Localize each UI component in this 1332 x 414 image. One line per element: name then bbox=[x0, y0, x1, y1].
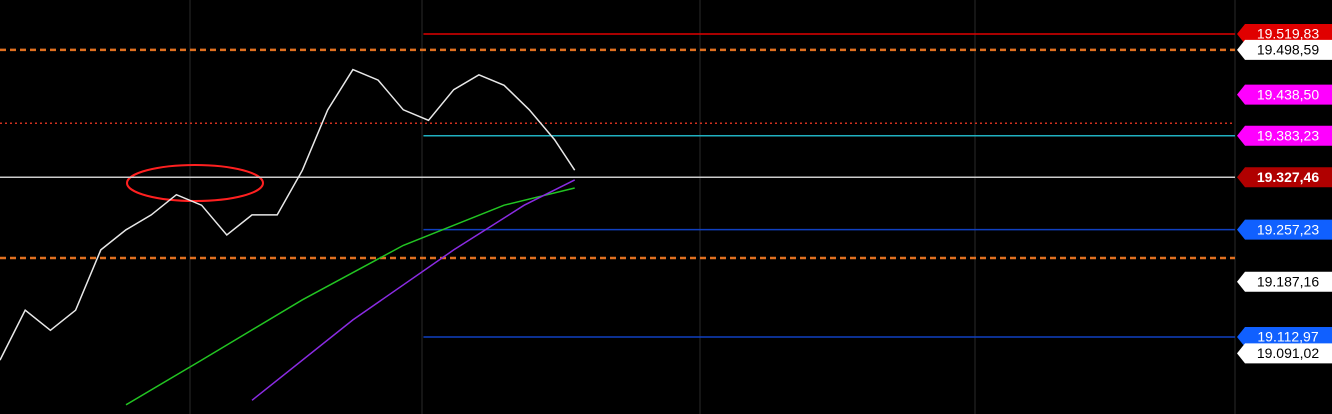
price-tag bbox=[1237, 343, 1332, 364]
price-line bbox=[0, 68, 576, 361]
price-tag-label: 19.327,46 bbox=[1257, 169, 1319, 185]
price-tag-label: 19.091,02 bbox=[1257, 345, 1319, 361]
grid bbox=[189, 0, 1236, 414]
price-tag-label: 19.112,97 bbox=[1257, 329, 1318, 345]
price-tag bbox=[1237, 39, 1332, 60]
price-tag bbox=[1237, 167, 1332, 188]
price-tag-label: 19.498,59 bbox=[1257, 42, 1319, 58]
price-tag bbox=[1237, 125, 1332, 146]
price-tag bbox=[1237, 24, 1332, 45]
price-tag-label: 19.257,23 bbox=[1257, 221, 1319, 237]
price-tag bbox=[1237, 84, 1332, 105]
price-line bbox=[251, 179, 576, 401]
price-tag-label: 19.187,16 bbox=[1257, 273, 1319, 289]
price-tag bbox=[1237, 327, 1332, 348]
price-tag-label: 19.519,83 bbox=[1257, 26, 1319, 42]
price-tag bbox=[1237, 219, 1332, 240]
price-tag-label: 19.438,50 bbox=[1257, 86, 1319, 102]
price-tag bbox=[1237, 271, 1332, 292]
annotation-ellipse bbox=[126, 164, 264, 202]
price-line bbox=[125, 187, 575, 406]
price-tag-label: 19.383,23 bbox=[1257, 127, 1319, 143]
